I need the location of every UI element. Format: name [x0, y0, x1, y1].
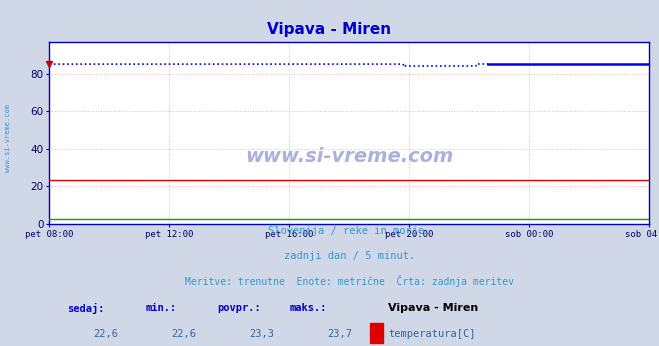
Text: Vipava - Miren: Vipava - Miren [388, 303, 478, 313]
Text: 22,6: 22,6 [171, 329, 196, 339]
Text: Meritve: trenutne  Enote: metrične  Črta: zadnja meritev: Meritve: trenutne Enote: metrične Črta: … [185, 274, 514, 286]
Text: povpr.:: povpr.: [217, 303, 261, 313]
Text: www.si-vreme.com: www.si-vreme.com [5, 104, 11, 172]
Bar [370, 322, 384, 343]
Text: Slovenija / reke in morje.: Slovenija / reke in morje. [268, 227, 430, 236]
Text: 23,3: 23,3 [249, 329, 274, 339]
Text: 23,7: 23,7 [328, 329, 353, 339]
Text: maks.:: maks.: [289, 303, 327, 313]
Text: 22,6: 22,6 [94, 329, 119, 339]
Text: www.si-vreme.com: www.si-vreme.com [245, 147, 453, 166]
Text: temperatura[C]: temperatura[C] [388, 329, 476, 339]
Text: sedaj:: sedaj: [67, 303, 105, 315]
Text: Vipava - Miren: Vipava - Miren [268, 22, 391, 37]
Text: min.:: min.: [146, 303, 177, 313]
Text: zadnji dan / 5 minut.: zadnji dan / 5 minut. [283, 251, 415, 261]
